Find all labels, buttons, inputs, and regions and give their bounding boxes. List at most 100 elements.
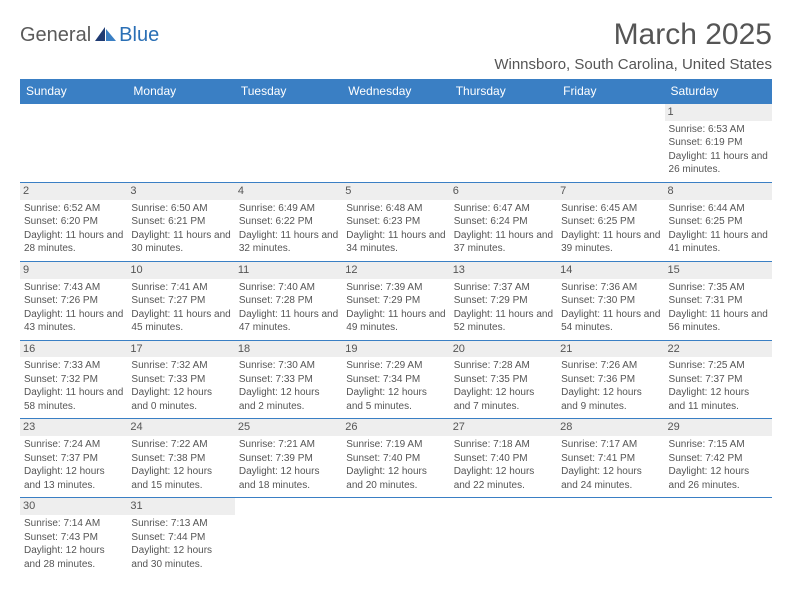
sunset-text: Sunset: 7:34 PM bbox=[346, 373, 445, 387]
sunrise-text: Sunrise: 7:22 AM bbox=[131, 438, 230, 452]
day-number: 5 bbox=[342, 183, 449, 200]
daylight-text: Daylight: 11 hours and 47 minutes. bbox=[239, 308, 338, 335]
day-header: Sunday bbox=[20, 79, 127, 104]
calendar-day: 1Sunrise: 6:53 AMSunset: 6:19 PMDaylight… bbox=[665, 104, 772, 183]
day-number: 23 bbox=[20, 419, 127, 436]
sunrise-text: Sunrise: 6:44 AM bbox=[669, 202, 768, 216]
day-number: 11 bbox=[235, 262, 342, 279]
calendar-empty bbox=[127, 104, 234, 183]
daylight-text: Daylight: 11 hours and 41 minutes. bbox=[669, 229, 768, 256]
calendar-empty bbox=[557, 104, 664, 183]
daylight-text: Daylight: 11 hours and 52 minutes. bbox=[454, 308, 553, 335]
calendar-day: 16Sunrise: 7:33 AMSunset: 7:32 PMDayligh… bbox=[20, 340, 127, 419]
sunset-text: Sunset: 6:19 PM bbox=[669, 136, 768, 150]
daylight-text: Daylight: 11 hours and 30 minutes. bbox=[131, 229, 230, 256]
calendar-day: 13Sunrise: 7:37 AMSunset: 7:29 PMDayligh… bbox=[450, 261, 557, 340]
sunrise-text: Sunrise: 7:17 AM bbox=[561, 438, 660, 452]
sunset-text: Sunset: 6:24 PM bbox=[454, 215, 553, 229]
daylight-text: Daylight: 11 hours and 32 minutes. bbox=[239, 229, 338, 256]
daylight-text: Daylight: 12 hours and 30 minutes. bbox=[131, 544, 230, 571]
daylight-text: Daylight: 12 hours and 2 minutes. bbox=[239, 386, 338, 413]
day-number: 27 bbox=[450, 419, 557, 436]
day-number: 26 bbox=[342, 419, 449, 436]
day-number: 15 bbox=[665, 262, 772, 279]
daylight-text: Daylight: 11 hours and 45 minutes. bbox=[131, 308, 230, 335]
sunset-text: Sunset: 6:21 PM bbox=[131, 215, 230, 229]
calendar-day: 7Sunrise: 6:45 AMSunset: 6:25 PMDaylight… bbox=[557, 182, 664, 261]
day-number: 17 bbox=[127, 341, 234, 358]
daylight-text: Daylight: 11 hours and 28 minutes. bbox=[24, 229, 123, 256]
logo: General Blue bbox=[20, 18, 159, 47]
sunrise-text: Sunrise: 7:32 AM bbox=[131, 359, 230, 373]
calendar-empty bbox=[450, 498, 557, 576]
daylight-text: Daylight: 11 hours and 39 minutes. bbox=[561, 229, 660, 256]
calendar-week: 23Sunrise: 7:24 AMSunset: 7:37 PMDayligh… bbox=[20, 419, 772, 498]
sunset-text: Sunset: 7:41 PM bbox=[561, 452, 660, 466]
sunrise-text: Sunrise: 7:14 AM bbox=[24, 517, 123, 531]
calendar-day: 4Sunrise: 6:49 AMSunset: 6:22 PMDaylight… bbox=[235, 182, 342, 261]
sunrise-text: Sunrise: 6:45 AM bbox=[561, 202, 660, 216]
calendar-day: 23Sunrise: 7:24 AMSunset: 7:37 PMDayligh… bbox=[20, 419, 127, 498]
daylight-text: Daylight: 12 hours and 24 minutes. bbox=[561, 465, 660, 492]
daylight-text: Daylight: 12 hours and 0 minutes. bbox=[131, 386, 230, 413]
calendar-day: 28 Sunrise: 7:17 AMSunset: 7:41 PMDayligh… bbox=[557, 419, 664, 498]
day-number: 3 bbox=[127, 183, 234, 200]
sunrise-text: Sunrise: 6:47 AM bbox=[454, 202, 553, 216]
sunrise-text: Sunrise: 7:29 AM bbox=[346, 359, 445, 373]
calendar-day: 8Sunrise: 6:44 AMSunset: 6:25 PMDaylight… bbox=[665, 182, 772, 261]
sunrise-text: Sunrise: 7:40 AM bbox=[239, 281, 338, 295]
calendar-day: 6Sunrise: 6:47 AMSunset: 6:24 PMDaylight… bbox=[450, 182, 557, 261]
sunset-text: Sunset: 6:22 PM bbox=[239, 215, 338, 229]
calendar-empty bbox=[450, 104, 557, 183]
sunrise-text: Sunrise: 7:37 AM bbox=[454, 281, 553, 295]
sunset-text: Sunset: 7:40 PM bbox=[346, 452, 445, 466]
sunset-text: Sunset: 7:37 PM bbox=[24, 452, 123, 466]
logo-text-blue: Blue bbox=[119, 24, 159, 47]
calendar-day: 12Sunrise: 7:39 AMSunset: 7:29 PMDayligh… bbox=[342, 261, 449, 340]
sunrise-text: Sunrise: 6:52 AM bbox=[24, 202, 123, 216]
sunrise-text: Sunrise: 7:39 AM bbox=[346, 281, 445, 295]
calendar-empty bbox=[235, 498, 342, 576]
calendar-empty bbox=[342, 104, 449, 183]
calendar-week: 16Sunrise: 7:33 AMSunset: 7:32 PMDayligh… bbox=[20, 340, 772, 419]
sunrise-text: Sunrise: 6:53 AM bbox=[669, 123, 768, 137]
daylight-text: Daylight: 11 hours and 54 minutes. bbox=[561, 308, 660, 335]
sunset-text: Sunset: 6:20 PM bbox=[24, 215, 123, 229]
day-number: 18 bbox=[235, 341, 342, 358]
calendar-day: 27Sunrise: 7:18 AMSunset: 7:40 PMDayligh… bbox=[450, 419, 557, 498]
day-number: 28 bbox=[557, 419, 664, 436]
sunset-text: Sunset: 7:29 PM bbox=[454, 294, 553, 308]
daylight-text: Daylight: 12 hours and 22 minutes. bbox=[454, 465, 553, 492]
sunrise-text: Sunrise: 7:15 AM bbox=[669, 438, 768, 452]
calendar-week: 30Sunrise: 7:14 AMSunset: 7:43 PMDayligh… bbox=[20, 498, 772, 576]
sunset-text: Sunset: 7:43 PM bbox=[24, 531, 123, 545]
sunrise-text: Sunrise: 6:48 AM bbox=[346, 202, 445, 216]
day-number: 9 bbox=[20, 262, 127, 279]
location: Winnsboro, South Carolina, United States bbox=[494, 56, 772, 73]
day-header: Wednesday bbox=[342, 79, 449, 104]
sunrise-text: Sunrise: 6:50 AM bbox=[131, 202, 230, 216]
calendar-day: 19Sunrise: 7:29 AMSunset: 7:34 PMDayligh… bbox=[342, 340, 449, 419]
calendar-day: 17Sunrise: 7:32 AMSunset: 7:33 PMDayligh… bbox=[127, 340, 234, 419]
day-header: Saturday bbox=[665, 79, 772, 104]
sunset-text: Sunset: 7:27 PM bbox=[131, 294, 230, 308]
day-number: 14 bbox=[557, 262, 664, 279]
day-header: Tuesday bbox=[235, 79, 342, 104]
calendar-table: SundayMondayTuesdayWednesdayThursdayFrid… bbox=[20, 79, 772, 576]
day-number: 20 bbox=[450, 341, 557, 358]
daylight-text: Daylight: 12 hours and 15 minutes. bbox=[131, 465, 230, 492]
day-header: Friday bbox=[557, 79, 664, 104]
day-number: 25 bbox=[235, 419, 342, 436]
calendar-day: 20Sunrise: 7:28 AMSunset: 7:35 PMDayligh… bbox=[450, 340, 557, 419]
sunset-text: Sunset: 7:44 PM bbox=[131, 531, 230, 545]
sunset-text: Sunset: 7:32 PM bbox=[24, 373, 123, 387]
sunset-text: Sunset: 7:33 PM bbox=[131, 373, 230, 387]
sunset-text: Sunset: 7:39 PM bbox=[239, 452, 338, 466]
daylight-text: Daylight: 11 hours and 34 minutes. bbox=[346, 229, 445, 256]
day-number: 31 bbox=[127, 498, 234, 515]
day-header: Monday bbox=[127, 79, 234, 104]
calendar-day: 22Sunrise: 7:25 AMSunset: 7:37 PMDayligh… bbox=[665, 340, 772, 419]
sunrise-text: Sunrise: 7:41 AM bbox=[131, 281, 230, 295]
sunrise-text: Sunrise: 7:35 AM bbox=[669, 281, 768, 295]
calendar-day: 14Sunrise: 7:36 AMSunset: 7:30 PMDayligh… bbox=[557, 261, 664, 340]
